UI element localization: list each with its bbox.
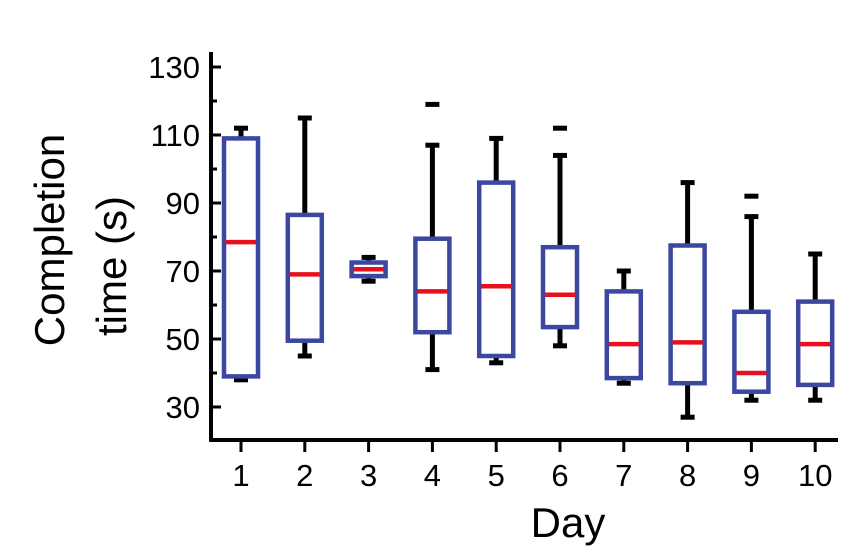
y-tick-label: 130 (148, 50, 200, 85)
box (221, 136, 261, 379)
y-axis-label-line-2: time (s) (88, 196, 135, 336)
y-tick-label: 30 (166, 390, 200, 425)
y-axis-label-line-1: Completion (26, 134, 73, 346)
x-axis-label: Day (531, 499, 606, 546)
x-tick-label: 10 (798, 458, 832, 493)
x-tick-label: 6 (551, 458, 568, 493)
x-tick-label: 5 (488, 458, 505, 493)
x-tick-label: 2 (296, 458, 313, 493)
box (413, 236, 452, 335)
box (476, 180, 516, 359)
x-tick-label: 3 (360, 458, 377, 493)
box (540, 244, 580, 330)
box (285, 212, 325, 343)
x-tick-label: 7 (615, 458, 632, 493)
x-tick-label: 8 (679, 458, 696, 493)
plot-area: 30 50 70 90 110 130 1 2 3 4 5 6 7 8 9 10 (148, 50, 838, 493)
box (668, 243, 707, 386)
y-tick-label: 50 (166, 322, 200, 357)
y-tick-label: 70 (166, 254, 200, 289)
x-tick-label: 4 (424, 458, 441, 493)
x-tick-label: 9 (743, 458, 760, 493)
box (732, 309, 771, 394)
y-tick-label: 110 (151, 118, 200, 153)
x-tick-label: 1 (232, 458, 249, 493)
box (604, 289, 644, 381)
y-tick-label: 90 (166, 186, 200, 221)
